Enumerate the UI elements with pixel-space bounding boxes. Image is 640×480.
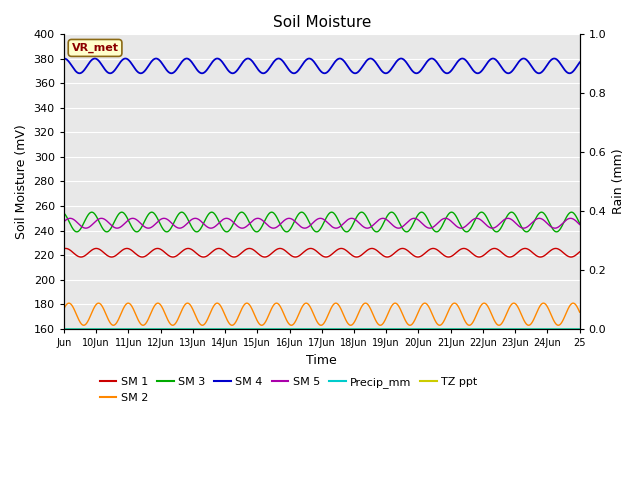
SM 3 bbox=[358, 209, 365, 215]
SM 2 bbox=[109, 323, 117, 328]
SM 5 bbox=[297, 224, 305, 230]
SM 3 bbox=[561, 217, 569, 223]
SM 1 bbox=[467, 249, 474, 254]
Precip_mm bbox=[466, 326, 474, 332]
SM 2 bbox=[561, 313, 569, 319]
SM 1 bbox=[311, 247, 319, 253]
SM 3 bbox=[576, 220, 584, 226]
Precip_mm bbox=[86, 326, 94, 332]
Precip_mm bbox=[60, 326, 68, 332]
SM 4 bbox=[60, 56, 68, 61]
TZ ppt bbox=[561, 326, 568, 332]
SM 1 bbox=[561, 252, 569, 257]
Text: VR_met: VR_met bbox=[72, 43, 118, 53]
Precip_mm bbox=[576, 326, 584, 332]
SM 2 bbox=[561, 312, 569, 318]
SM 4 bbox=[297, 64, 305, 70]
SM 3 bbox=[561, 216, 569, 222]
SM 4 bbox=[467, 63, 474, 69]
Precip_mm bbox=[561, 326, 568, 332]
Line: SM 3: SM 3 bbox=[64, 212, 580, 232]
SM 3 bbox=[467, 226, 474, 232]
SM 2 bbox=[298, 306, 305, 312]
Line: SM 1: SM 1 bbox=[64, 249, 580, 257]
Line: SM 4: SM 4 bbox=[64, 59, 580, 73]
SM 5 bbox=[467, 219, 474, 225]
SM 2 bbox=[576, 309, 584, 315]
TZ ppt bbox=[297, 326, 305, 332]
TZ ppt bbox=[466, 326, 474, 332]
SM 2 bbox=[467, 322, 474, 328]
Precip_mm bbox=[311, 326, 319, 332]
SM 4 bbox=[489, 56, 497, 61]
SM 2 bbox=[60, 306, 68, 312]
SM 5 bbox=[86, 224, 94, 229]
Title: Soil Moisture: Soil Moisture bbox=[273, 15, 371, 30]
SM 5 bbox=[561, 218, 569, 224]
Legend: SM 1, SM 2, SM 3, SM 4, SM 5, Precip_mm, TZ ppt: SM 1, SM 2, SM 3, SM 4, SM 5, Precip_mm,… bbox=[95, 373, 482, 408]
SM 1 bbox=[60, 246, 68, 252]
SM 2 bbox=[86, 313, 94, 319]
TZ ppt bbox=[60, 326, 68, 332]
X-axis label: Time: Time bbox=[307, 354, 337, 367]
SM 3 bbox=[311, 228, 319, 234]
SM 5 bbox=[395, 225, 403, 231]
SM 1 bbox=[62, 246, 70, 252]
SM 5 bbox=[317, 216, 324, 221]
Y-axis label: Rain (mm): Rain (mm) bbox=[612, 149, 625, 214]
Precip_mm bbox=[561, 326, 568, 332]
TZ ppt bbox=[311, 326, 319, 332]
SM 3 bbox=[86, 210, 94, 216]
TZ ppt bbox=[576, 326, 584, 332]
SM 1 bbox=[86, 248, 94, 254]
SM 1 bbox=[298, 252, 305, 257]
TZ ppt bbox=[86, 326, 94, 332]
SM 4 bbox=[311, 60, 319, 66]
SM 3 bbox=[523, 229, 531, 235]
Precip_mm bbox=[297, 326, 305, 332]
SM 5 bbox=[561, 218, 569, 224]
SM 4 bbox=[443, 71, 451, 76]
SM 4 bbox=[86, 59, 94, 64]
SM 3 bbox=[297, 209, 305, 215]
SM 1 bbox=[561, 251, 569, 257]
SM 4 bbox=[576, 60, 584, 65]
Line: SM 2: SM 2 bbox=[64, 303, 580, 325]
SM 5 bbox=[60, 219, 68, 225]
SM 4 bbox=[561, 68, 569, 73]
SM 3 bbox=[60, 210, 68, 216]
SM 5 bbox=[311, 218, 319, 224]
SM 4 bbox=[561, 67, 569, 73]
Y-axis label: Soil Moisture (mV): Soil Moisture (mV) bbox=[15, 124, 28, 239]
SM 2 bbox=[362, 300, 369, 306]
SM 2 bbox=[311, 314, 319, 320]
Line: SM 5: SM 5 bbox=[64, 218, 580, 228]
SM 1 bbox=[576, 249, 584, 255]
SM 1 bbox=[506, 254, 513, 260]
TZ ppt bbox=[561, 326, 568, 332]
SM 5 bbox=[576, 222, 584, 228]
